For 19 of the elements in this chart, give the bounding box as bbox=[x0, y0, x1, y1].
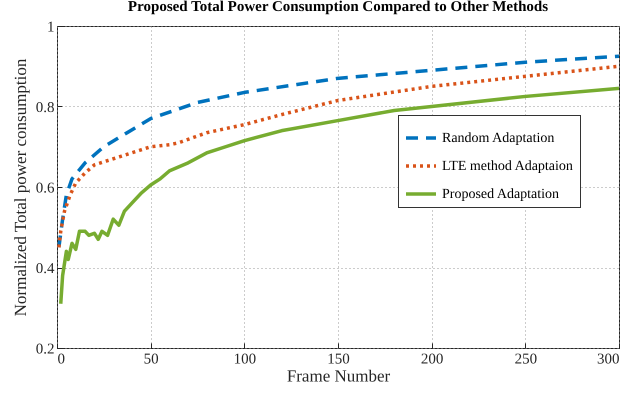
legend-label: Random Adaptation bbox=[442, 131, 554, 146]
x-tick-label: 200 bbox=[420, 352, 444, 368]
y-tick-label: 1 bbox=[47, 20, 54, 36]
y-axis-title: Normalized Total power consumption bbox=[10, 58, 30, 316]
chart-title: Proposed Total Power Consumption Compared to Other Methods bbox=[128, 0, 548, 15]
line-series bbox=[58, 86, 619, 306]
x-tick-label: 250 bbox=[514, 352, 538, 368]
x-tick-label: 300 bbox=[597, 352, 620, 368]
y-tick-label: 0.4 bbox=[36, 261, 55, 277]
y-tick-label: 0.8 bbox=[36, 100, 54, 116]
x-axis-title: Frame Number bbox=[286, 366, 391, 386]
legend-label: LTE method Adaptaion bbox=[442, 159, 573, 174]
x-tick-label: 100 bbox=[234, 352, 256, 368]
x-tick-label: 0 bbox=[58, 352, 65, 368]
x-tick-label: 150 bbox=[327, 352, 350, 368]
y-tick-label: 0.6 bbox=[36, 180, 55, 196]
legend-label: Proposed Adaptation bbox=[442, 187, 560, 202]
y-tick-label: 0.2 bbox=[36, 342, 54, 358]
x-tick-label: 50 bbox=[144, 352, 159, 368]
